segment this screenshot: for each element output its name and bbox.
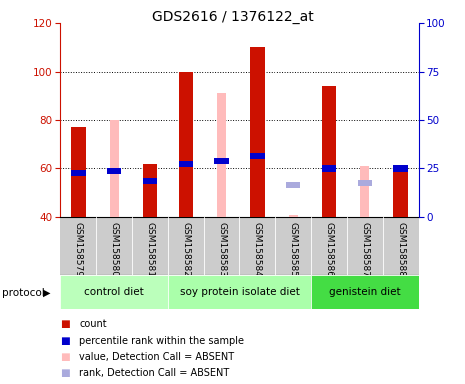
Text: GSM158584: GSM158584 (253, 222, 262, 276)
Bar (322, 86, 336, 217)
Bar (214, 158, 229, 164)
Bar (143, 177, 157, 184)
Bar (360, 166, 369, 217)
Bar (250, 153, 265, 159)
Text: ■: ■ (60, 368, 70, 378)
FancyBboxPatch shape (60, 275, 168, 309)
Text: ▶: ▶ (43, 288, 50, 298)
FancyBboxPatch shape (311, 275, 418, 309)
Bar (289, 215, 298, 217)
Bar (110, 120, 119, 217)
Bar (393, 169, 408, 217)
Bar (143, 164, 157, 217)
Bar (107, 168, 121, 174)
Text: ■: ■ (60, 319, 70, 329)
Text: soy protein isolate diet: soy protein isolate diet (179, 287, 299, 297)
FancyBboxPatch shape (168, 275, 311, 309)
Text: value, Detection Call = ABSENT: value, Detection Call = ABSENT (79, 352, 234, 362)
Text: GSM158582: GSM158582 (181, 222, 190, 276)
Text: ■: ■ (60, 352, 70, 362)
Bar (250, 47, 265, 217)
Bar (71, 127, 86, 217)
Text: count: count (79, 319, 106, 329)
Bar (322, 166, 336, 172)
Text: GSM158587: GSM158587 (360, 222, 369, 276)
Text: GDS2616 / 1376122_at: GDS2616 / 1376122_at (152, 10, 313, 23)
Text: percentile rank within the sample: percentile rank within the sample (79, 336, 244, 346)
Text: GSM158579: GSM158579 (74, 222, 83, 276)
Text: GSM158580: GSM158580 (110, 222, 119, 276)
Bar (179, 161, 193, 167)
Text: ■: ■ (60, 336, 70, 346)
Bar (217, 93, 226, 217)
Text: rank, Detection Call = ABSENT: rank, Detection Call = ABSENT (79, 368, 229, 378)
Text: GSM158586: GSM158586 (325, 222, 333, 276)
Bar (179, 71, 193, 217)
Text: protocol: protocol (2, 288, 45, 298)
Bar (286, 182, 300, 189)
Text: GSM158588: GSM158588 (396, 222, 405, 276)
Bar (71, 170, 86, 176)
Bar (358, 180, 372, 186)
Text: control diet: control diet (84, 287, 144, 297)
Text: GSM158585: GSM158585 (289, 222, 298, 276)
Text: genistein diet: genistein diet (329, 287, 401, 297)
Text: GSM158581: GSM158581 (146, 222, 154, 276)
Text: GSM158583: GSM158583 (217, 222, 226, 276)
Bar (393, 166, 408, 172)
